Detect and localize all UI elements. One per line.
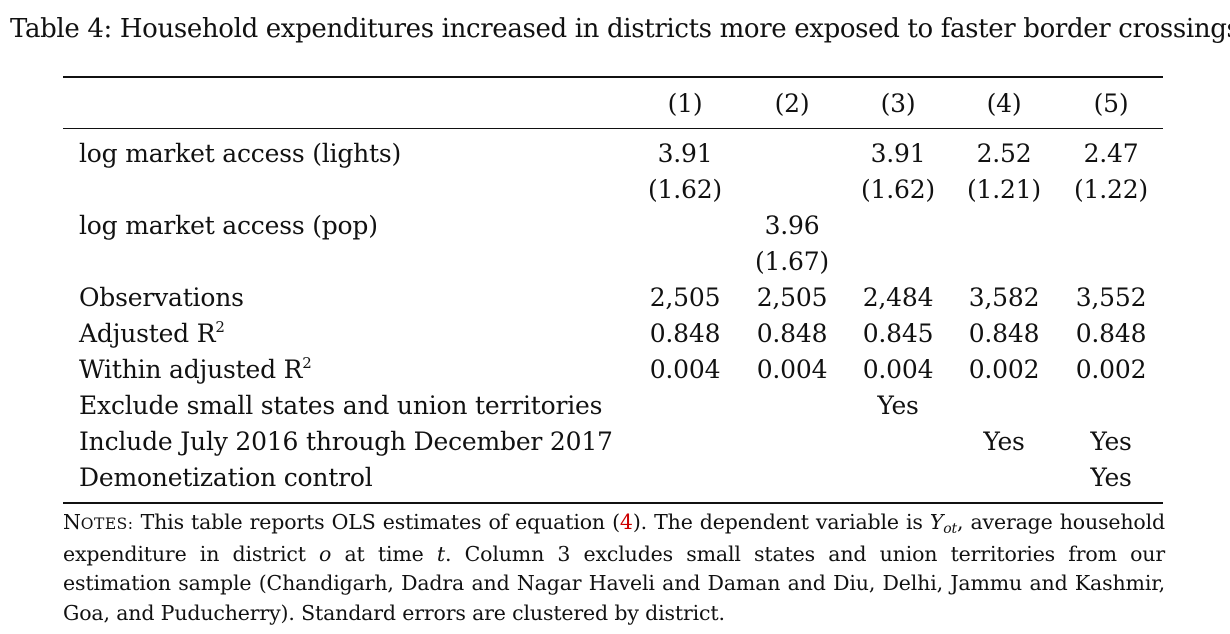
row-label: Exclude small states and union territori… — [79, 391, 603, 420]
row-label: Demonetization control — [79, 463, 373, 492]
header-rule — [63, 128, 1163, 129]
table-cell: Yes — [1090, 463, 1132, 492]
table-cell — [632, 460, 738, 496]
table-cell: 3.91 — [657, 139, 713, 168]
table-cell: 2,484 — [862, 283, 934, 312]
row-label: Adjusted R2 — [79, 316, 225, 352]
table-cell — [1058, 388, 1164, 424]
table-cell: (1.62) — [648, 175, 722, 204]
math-subscript: ot — [943, 521, 958, 537]
table-cell: 2.47 — [1083, 139, 1139, 168]
superscript: 2 — [302, 354, 312, 372]
row-label: Within adjusted R2 — [79, 352, 312, 388]
table-cell: (1.21) — [967, 175, 1041, 204]
table-cell — [951, 388, 1057, 424]
table-cell: 0.848 — [1075, 319, 1147, 348]
table-cell — [739, 388, 845, 424]
notes-heading-initial: N — [63, 510, 81, 534]
table-cell: 2,505 — [649, 283, 721, 312]
table-cell — [1058, 244, 1164, 280]
table-cell — [739, 136, 845, 172]
table-cell: 0.002 — [968, 355, 1040, 384]
notes-heading: OTES: — [80, 515, 134, 533]
notes-text: This table reports OLS estimates of equa… — [133, 510, 620, 534]
table-cell: 2,505 — [756, 283, 828, 312]
column-header: (1) — [667, 89, 703, 118]
table-cell — [951, 244, 1057, 280]
table-cell — [951, 460, 1057, 496]
row-label: Include July 2016 through December 2017 — [79, 427, 613, 456]
math-variable: Y — [929, 510, 944, 534]
table-cell: 0.004 — [756, 355, 828, 384]
notes-text: , average household expenditure in distr… — [63, 510, 1165, 566]
notes-text: . Column 3 excludes small states and uni… — [63, 541, 1165, 625]
table-cell — [1058, 208, 1164, 244]
notes-text: ). The dependent variable is — [632, 510, 930, 534]
column-header: (3) — [880, 89, 916, 118]
row-label: Observations — [79, 283, 244, 312]
table-cell: 0.845 — [862, 319, 934, 348]
table-cell: 3.96 — [764, 211, 820, 240]
row-label: log market access (lights) — [79, 139, 402, 168]
table-cell: 3,552 — [1075, 283, 1147, 312]
table-cell: (1.62) — [861, 175, 935, 204]
top-rule — [63, 76, 1163, 78]
table-notes: NOTES: This table reports OLS estimates … — [63, 508, 1165, 628]
table-cell: 0.848 — [756, 319, 828, 348]
row-label: log market access (pop) — [79, 211, 378, 240]
table-cell — [632, 424, 738, 460]
table-cell — [845, 208, 951, 244]
table-cell — [845, 244, 951, 280]
table-cell: (1.22) — [1074, 175, 1148, 204]
table-cell: Yes — [1090, 427, 1132, 456]
notes-text: at time — [331, 541, 437, 566]
table-cell — [632, 208, 738, 244]
table-caption: Table 4: Household expenditures increase… — [10, 14, 1230, 44]
superscript: 2 — [215, 318, 225, 336]
table-cell — [739, 172, 845, 208]
column-header: (5) — [1093, 89, 1129, 118]
table-cell — [632, 388, 738, 424]
bottom-rule — [63, 502, 1163, 504]
column-header: (2) — [774, 89, 810, 118]
table-cell — [845, 460, 951, 496]
table-cell: 2.52 — [976, 139, 1032, 168]
math-variable: t — [436, 541, 445, 566]
table-cell: 0.004 — [862, 355, 934, 384]
table-cell: 0.848 — [968, 319, 1040, 348]
table-cell: 3,582 — [968, 283, 1040, 312]
table-cell: (1.67) — [755, 247, 829, 276]
table-cell: Yes — [877, 391, 919, 420]
table-cell: 0.002 — [1075, 355, 1147, 384]
table-cell — [951, 208, 1057, 244]
column-header: (4) — [986, 89, 1022, 118]
row-label-text: Within adjusted R — [79, 355, 303, 384]
table-cell — [739, 424, 845, 460]
table-cell: 0.848 — [649, 319, 721, 348]
table-cell — [845, 424, 951, 460]
table-cell: 0.004 — [649, 355, 721, 384]
math-variable: o — [319, 541, 332, 566]
table-cell: 3.91 — [870, 139, 926, 168]
row-label-text: Adjusted R — [79, 319, 216, 348]
table-cell — [632, 244, 738, 280]
table-cell: Yes — [983, 427, 1025, 456]
equation-reference-link[interactable]: 4 — [619, 510, 633, 534]
table-cell — [739, 460, 845, 496]
